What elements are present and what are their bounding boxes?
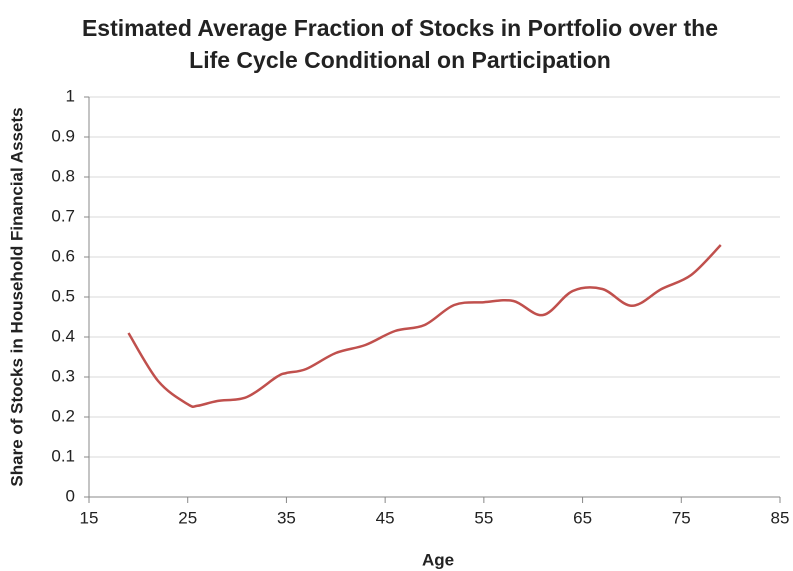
x-tick-label: 75	[672, 508, 691, 527]
x-tick-label: 25	[178, 508, 197, 527]
y-tick-label: 0.4	[51, 326, 75, 345]
y-tick-label: 1	[66, 86, 75, 105]
x-tick-label: 85	[771, 508, 790, 527]
y-tick-label: 0.7	[51, 206, 75, 225]
x-tick-label: 35	[277, 508, 296, 527]
y-axis-label: Share of Stocks in Household Financial A…	[7, 107, 26, 486]
x-tick-label: 55	[474, 508, 493, 527]
y-tick-label: 0.2	[51, 406, 75, 425]
y-tick-label: 0.9	[51, 126, 75, 145]
x-tick-label: 15	[80, 508, 99, 527]
chart-title: Estimated Average Fraction of Stocks in …	[81, 15, 719, 73]
line-series	[127, 244, 722, 408]
y-tick-label: 0.6	[51, 246, 75, 265]
x-axis-label: Age	[422, 550, 454, 569]
y-tick-label: 0.3	[51, 366, 75, 385]
y-tick-label: 0.8	[51, 166, 75, 185]
x-tick-label: 65	[573, 508, 592, 527]
y-tick-label: 0.1	[51, 446, 75, 465]
y-tick-label: 0	[66, 486, 75, 505]
y-tick-label: 0.5	[51, 286, 75, 305]
x-tick-label: 45	[376, 508, 395, 527]
